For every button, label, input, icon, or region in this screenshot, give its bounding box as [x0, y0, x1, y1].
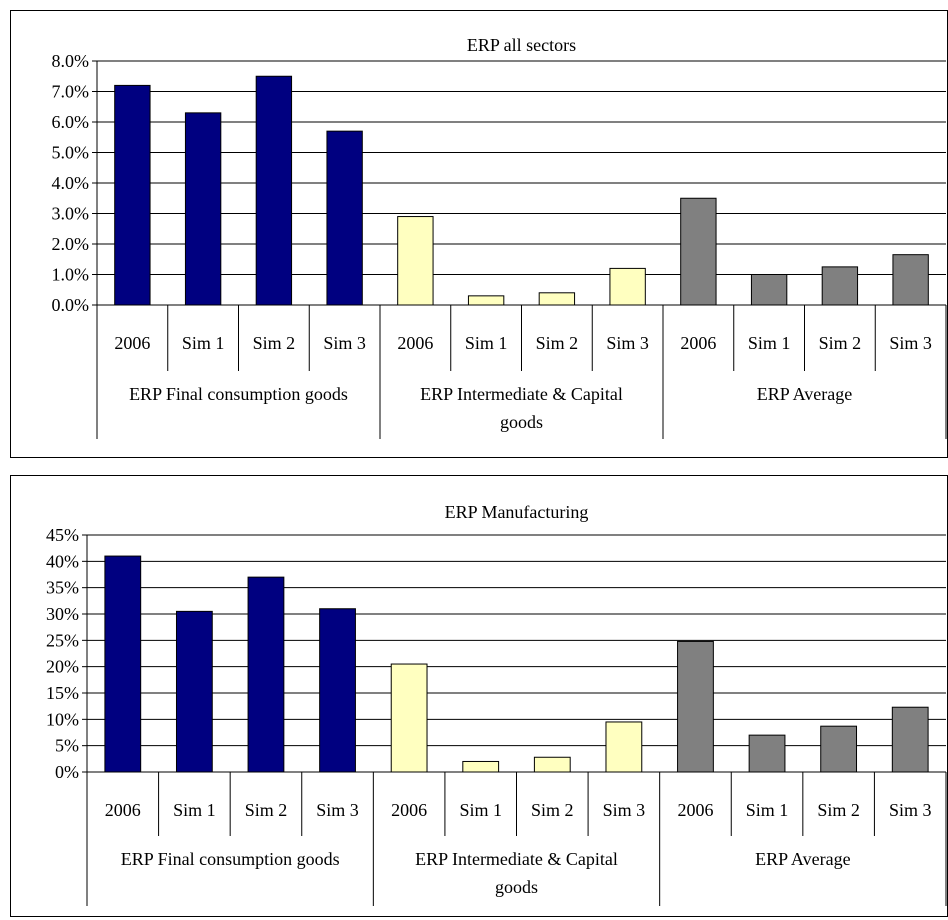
- y-tick-label: 5%: [55, 736, 79, 756]
- bar: [538, 292, 576, 306]
- y-tick-label: 45%: [46, 525, 79, 545]
- bar: [184, 112, 222, 306]
- y-tick-label: 8.0%: [52, 51, 90, 71]
- bar: [467, 295, 505, 306]
- x-tick-label: Sim 1: [173, 800, 216, 820]
- x-tick-label: Sim 3: [889, 333, 932, 353]
- chart-erp-manufacturing-svg: ERP Manufacturing 0% 5% 10% 15% 20% 25% 30% 35% 4…: [46, 502, 947, 906]
- group-label: ERP Intermediate & Capital: [420, 384, 623, 404]
- y-tick-label: 25%: [46, 630, 79, 650]
- x-tick-label: 2006: [114, 333, 150, 353]
- group-label: ERP Final consumption goods: [129, 384, 348, 404]
- x-tick-label: Sim 1: [182, 333, 225, 353]
- y-tick-label: 20%: [46, 657, 79, 677]
- x-tick-label: 2006: [397, 333, 433, 353]
- bar: [609, 267, 646, 306]
- x-tick-label: Sim 1: [746, 800, 789, 820]
- y-tick-label: 0%: [55, 762, 79, 782]
- y-tick-label: 7.0%: [52, 82, 90, 102]
- bar: [891, 706, 929, 773]
- bar: [748, 734, 786, 773]
- chart-erp-all-sectors-svg: ERP all sectors 0.0% 1.0% 2.0% 3.0% 4.0% 5.0% 6…: [52, 35, 947, 439]
- x-tick-label: 2006: [105, 800, 141, 820]
- group-label: ERP Final consumption goods: [121, 849, 340, 869]
- x-tick-label: Sim 1: [748, 333, 791, 353]
- y-tick-label: 0.0%: [52, 295, 90, 315]
- bar: [319, 608, 356, 773]
- chart-title: ERP Manufacturing: [445, 502, 589, 522]
- y-tick-label: 3.0%: [52, 204, 90, 224]
- group-label: ERP Intermediate & Capital: [415, 849, 618, 869]
- x-tick-label: 2006: [391, 800, 427, 820]
- x-tick-label: Sim 3: [316, 800, 359, 820]
- bar: [326, 130, 363, 306]
- x-tick-label: Sim 2: [536, 333, 579, 353]
- y-tick-label: 15%: [46, 683, 79, 703]
- y-tick-label: 6.0%: [52, 112, 90, 132]
- bar: [397, 216, 434, 306]
- bar: [462, 760, 500, 773]
- bar: [533, 756, 571, 773]
- x-tick-label: Sim 3: [606, 333, 649, 353]
- chart-erp-manufacturing: ERP Manufacturing 0% 5% 10% 15% 20% 25% 30% 35% 4…: [10, 475, 948, 917]
- bar: [680, 197, 717, 306]
- x-tick-label: Sim 2: [817, 800, 860, 820]
- bar: [820, 725, 858, 773]
- bar: [821, 266, 859, 306]
- bar: [175, 610, 213, 773]
- x-tick-label: Sim 3: [323, 333, 366, 353]
- x-tick-label: 2006: [677, 800, 713, 820]
- y-tick-label: 10%: [46, 709, 79, 729]
- x-tick-label: Sim 1: [459, 800, 502, 820]
- y-tick-label: 5.0%: [52, 143, 90, 163]
- y-tick-label: 35%: [46, 578, 79, 598]
- bar: [247, 576, 285, 773]
- x-tick-label: 2006: [680, 333, 716, 353]
- x-tick-label: Sim 2: [245, 800, 288, 820]
- group-label: ERP Average: [757, 384, 852, 404]
- bar: [255, 75, 293, 306]
- x-tick-label: Sim 3: [889, 800, 932, 820]
- bar: [750, 274, 788, 306]
- bar: [104, 555, 142, 773]
- x-tick-label: Sim 1: [465, 333, 508, 353]
- bar: [892, 254, 929, 306]
- bar: [605, 721, 643, 773]
- x-tick-label: Sim 2: [819, 333, 862, 353]
- bar: [390, 663, 428, 773]
- y-tick-label: 1.0%: [52, 265, 90, 285]
- group-label: ERP Average: [755, 849, 850, 869]
- group-label: goods: [500, 412, 543, 432]
- y-tick-label: 30%: [46, 604, 79, 624]
- y-tick-label: 4.0%: [52, 173, 90, 193]
- group-label: goods: [495, 877, 538, 897]
- x-tick-label: Sim 2: [531, 800, 574, 820]
- chart-erp-all-sectors: ERP all sectors 0.0% 1.0% 2.0% 3.0% 4.0% 5.0% 6…: [10, 10, 948, 458]
- x-tick-label: Sim 3: [603, 800, 646, 820]
- x-tick-label: Sim 2: [253, 333, 296, 353]
- y-tick-label: 2.0%: [52, 234, 90, 254]
- y-tick-label: 40%: [46, 551, 79, 571]
- bar: [677, 640, 714, 773]
- bar: [114, 84, 151, 306]
- chart-title: ERP all sectors: [467, 35, 576, 55]
